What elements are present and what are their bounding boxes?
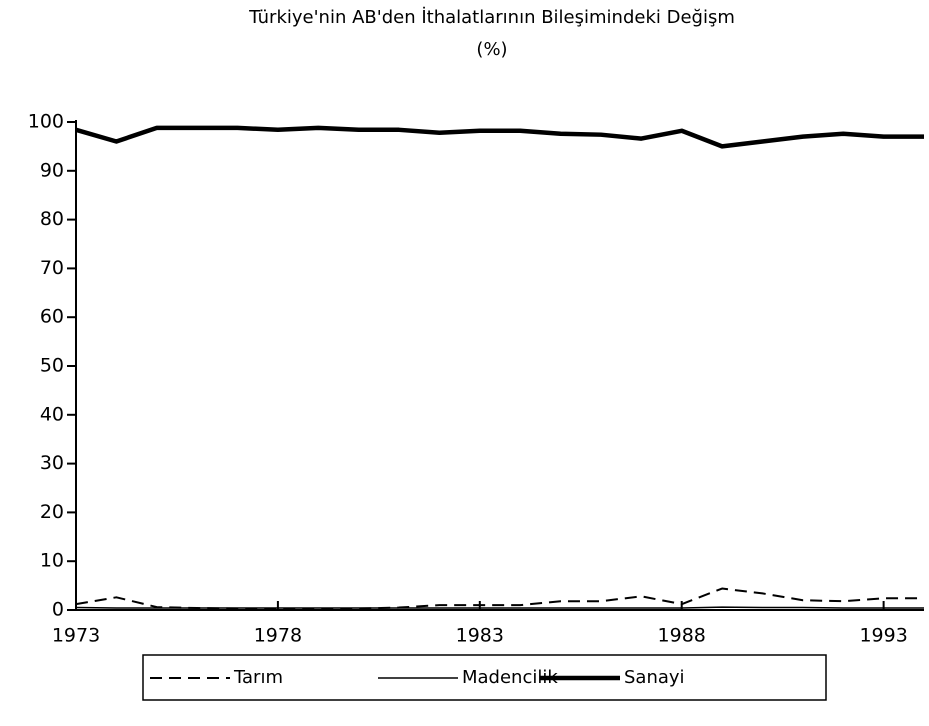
legend-box xyxy=(142,654,827,701)
series-line xyxy=(75,125,924,149)
y-tick-label: 40 xyxy=(40,403,64,425)
legend-label: Sanayi xyxy=(624,667,685,688)
legend-label: Madencilik xyxy=(462,667,558,688)
y-tick-label: 60 xyxy=(40,306,64,328)
y-tick-label: 100 xyxy=(28,111,64,133)
x-tick-label: 1983 xyxy=(456,625,504,647)
x-tick-label: 1993 xyxy=(859,625,907,647)
y-tick-label: 80 xyxy=(40,208,64,230)
series-line xyxy=(75,587,924,610)
legend-label: Tarım xyxy=(233,667,283,688)
series-line xyxy=(75,606,924,609)
y-tick-label: 20 xyxy=(40,501,64,523)
chart-subtitle: (%) xyxy=(476,39,507,60)
x-tick-label: 1988 xyxy=(658,625,706,647)
y-tick-label: 90 xyxy=(40,159,64,181)
y-tick-label: 70 xyxy=(40,257,64,279)
y-tick-label: 50 xyxy=(40,355,64,377)
y-tick-label: 10 xyxy=(40,550,64,572)
chart-title: Türkiye'nin AB'den İthalatlarının Bileşi… xyxy=(248,7,735,28)
x-tick-label: 1973 xyxy=(52,625,100,647)
y-tick-label: 0 xyxy=(52,599,64,621)
x-tick-label: 1978 xyxy=(254,625,302,647)
y-tick-label: 30 xyxy=(40,452,64,474)
